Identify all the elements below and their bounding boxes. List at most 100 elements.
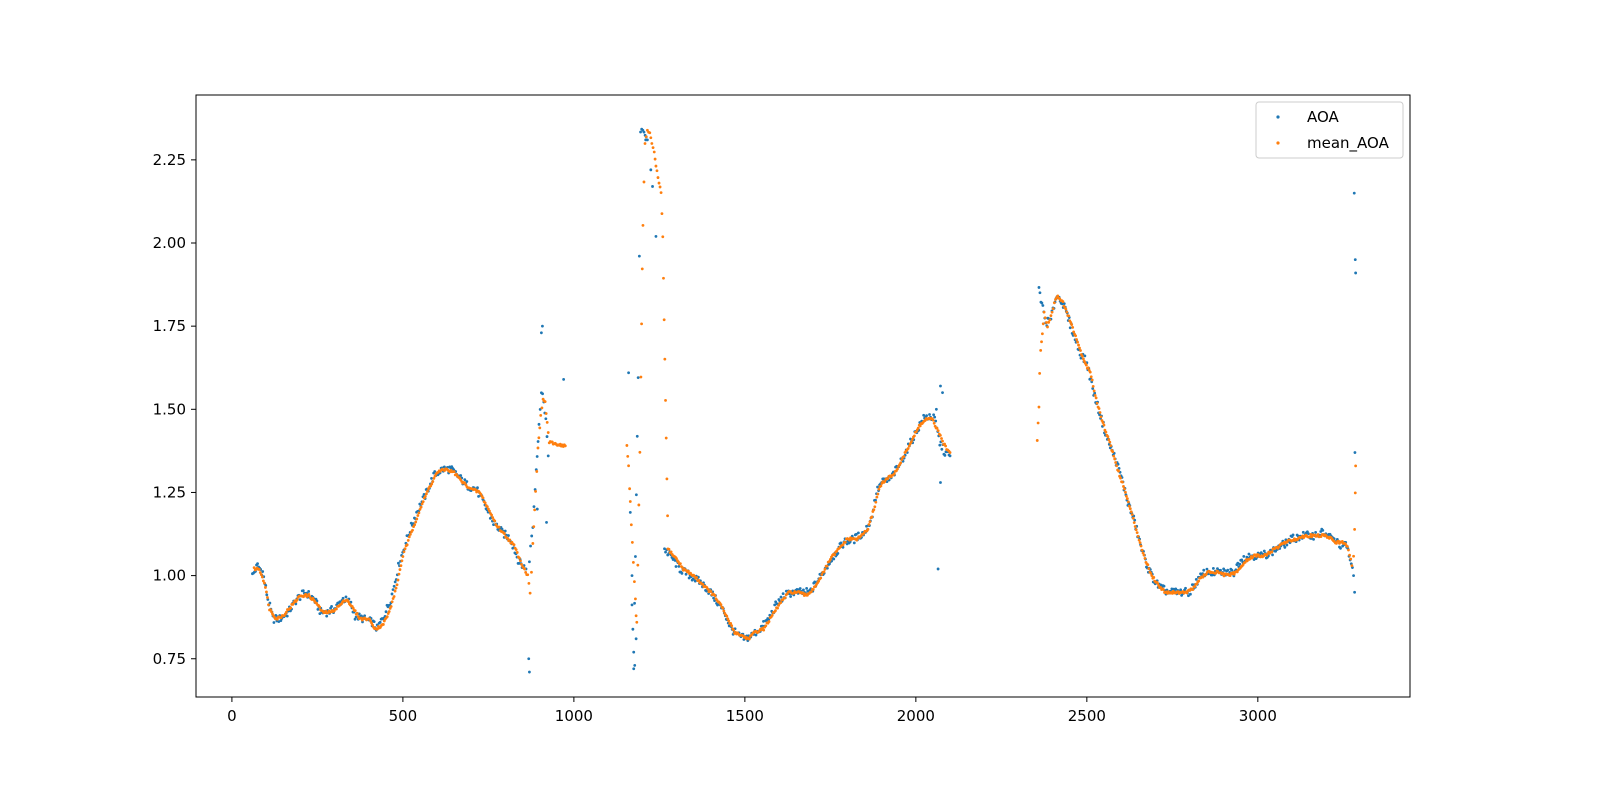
mean-aoa-point [307,592,311,596]
aoa-point [1353,258,1357,262]
mean-aoa-point [1354,464,1358,468]
mean-aoa-point [1067,314,1071,318]
x-tick-label: 2000 [897,707,935,725]
aoa-point [754,633,758,637]
mean-aoa-point [1136,534,1140,538]
aoa-point [500,527,504,531]
aoa-point [285,614,289,618]
mean-aoa-point [638,450,642,454]
mean-aoa-point [538,426,542,430]
x-tick-label: 1500 [726,707,764,725]
mean-aoa-point [1191,588,1195,591]
aoa-point [1162,584,1166,588]
mean-aoa-point [911,437,914,441]
mean-aoa-point [912,434,916,438]
mean-aoa-point [1346,545,1349,548]
aoa-point [535,455,539,458]
aoa-point [363,614,367,618]
mean-aoa-point [1353,527,1356,531]
mean-aoa-point [916,426,920,430]
aoa-point [316,607,320,611]
mean-aoa-point [359,616,363,620]
mean-aoa-point [414,520,418,524]
mean-aoa-point [531,542,535,545]
aoa-point [541,392,544,396]
mean-aoa-point [1102,423,1106,427]
aoa-point [463,478,467,482]
mean-aoa-point [381,623,385,626]
mean-aoa-point [537,436,541,440]
aoa-point [933,415,937,419]
aoa-point [1062,302,1066,306]
mean-aoa-point [398,568,402,571]
mean-aoa-point [1347,548,1350,552]
mean-aoa-point [870,515,874,519]
y-tick-label: 2.00 [153,234,186,252]
aoa-point [1091,387,1095,390]
mean-aoa-point [385,615,389,619]
mean-aoa-point [637,503,641,507]
mean-aoa-point [1126,500,1130,504]
mean-aoa-point [356,615,360,618]
mean-aoa-point [402,550,406,554]
aoa-point [781,592,785,596]
aoa-point [1205,567,1209,571]
aoa-point [378,620,382,624]
aoa-point [634,493,638,497]
mean-aoa-point [770,614,774,617]
mean-aoa-point [1124,490,1127,494]
mean-aoa-point [654,164,658,168]
mean-aoa-point [636,563,640,567]
aoa-point [631,627,635,631]
mean-aoa-point [543,400,547,404]
mean-aoa-point [667,547,671,551]
mean-aoa-point [1140,548,1144,552]
mean-aoa-point [662,276,665,280]
mean-aoa-point [1243,560,1247,564]
aoa-point [936,567,940,571]
mean-aoa-point [411,528,414,532]
aoa-point [789,595,792,598]
mean-aoa-point [526,573,530,577]
legend: AOA mean_AOA [1255,101,1404,159]
aoa-point [762,619,765,623]
mean-aoa-point [1099,415,1103,419]
mean-aoa-point [1232,572,1236,576]
mean-aoa-point [678,562,682,566]
mean-aoa-point [633,580,636,584]
aoa-point [943,453,947,457]
mean-aoa-point [872,508,876,512]
aoa-point [1259,551,1263,555]
aoa-point [544,417,548,421]
aoa-point [805,586,809,590]
aoa-point [325,614,329,618]
aoa-point [922,413,926,417]
aoa-point [392,584,396,588]
aoa-point [939,384,942,388]
mean-aoa-point [938,434,942,437]
aoa-point [636,376,640,380]
aoa-point [1291,533,1295,537]
aoa-point [330,605,333,608]
mean-aoa-point [1130,513,1134,516]
mean-aoa-point [701,582,705,586]
mean-aoa-point [1036,421,1040,425]
mean-aoa-point [1064,307,1068,311]
mean-aoa-point [1137,538,1141,542]
aoa-point [256,562,259,566]
mean-aoa-point [1061,300,1065,303]
mean-aoa-point [1042,310,1046,314]
aoa-point [654,234,658,238]
x-tick-label: 500 [389,707,418,725]
aoa-point [628,511,632,514]
mean-aoa-point [368,617,372,621]
mean-aoa-point [1078,346,1081,350]
mean-aoa-point [661,235,665,239]
aoa-point [546,454,550,458]
mean-aoa-point [948,451,952,454]
mean-aoa-point [1162,588,1165,591]
mean-aoa-point [1149,571,1153,575]
aoa-point [1174,587,1178,591]
mean-aoa-point [902,455,906,458]
mean-aoa-point [729,622,733,625]
